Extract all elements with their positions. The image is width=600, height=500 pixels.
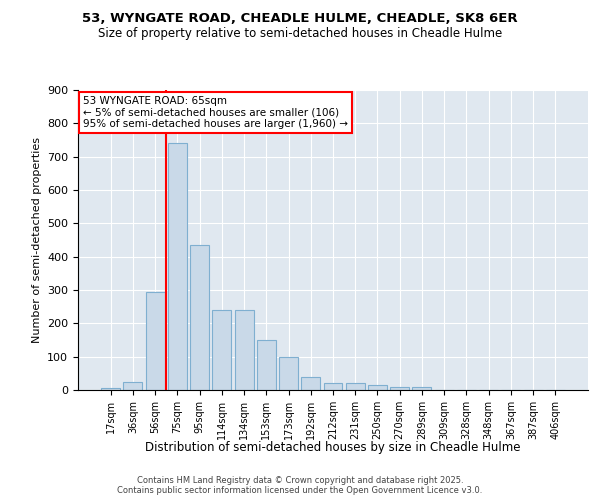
Y-axis label: Number of semi-detached properties: Number of semi-detached properties (32, 137, 41, 343)
Bar (235, 310, 254, 390)
Bar (146, 292, 164, 390)
Bar (368, 385, 387, 390)
Bar (346, 384, 365, 390)
Bar (212, 310, 231, 390)
Bar (412, 386, 431, 390)
Bar (390, 386, 409, 390)
Bar (301, 376, 320, 390)
Text: Contains HM Land Registry data © Crown copyright and database right 2025.
Contai: Contains HM Land Registry data © Crown c… (118, 476, 482, 495)
Bar (168, 144, 187, 390)
Text: 53 WYNGATE ROAD: 65sqm
← 5% of semi-detached houses are smaller (106)
95% of sem: 53 WYNGATE ROAD: 65sqm ← 5% of semi-deta… (83, 96, 348, 129)
Text: Size of property relative to semi-detached houses in Cheadle Hulme: Size of property relative to semi-detach… (98, 28, 502, 40)
Bar (124, 382, 142, 390)
Text: Distribution of semi-detached houses by size in Cheadle Hulme: Distribution of semi-detached houses by … (145, 441, 521, 454)
Bar (190, 245, 209, 390)
Bar (257, 340, 276, 390)
Bar (323, 384, 343, 390)
Text: 53, WYNGATE ROAD, CHEADLE HULME, CHEADLE, SK8 6ER: 53, WYNGATE ROAD, CHEADLE HULME, CHEADLE… (82, 12, 518, 26)
Bar (279, 356, 298, 390)
Bar (101, 388, 120, 390)
